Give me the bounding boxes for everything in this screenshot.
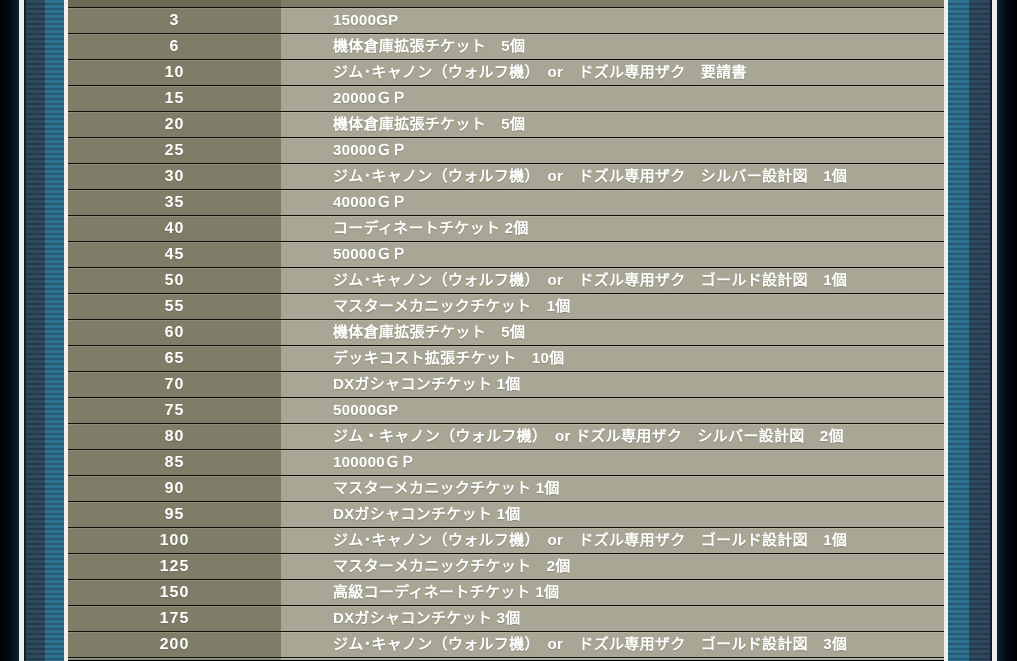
level-cell: 3: [68, 8, 281, 33]
level-cell: 90: [68, 476, 281, 501]
reward-cell: 20000ＧＰ: [281, 86, 944, 111]
frame-white-line-outer-left: [19, 0, 24, 661]
reward-table: 3 15000GP 6 機体倉庫拡張チケット 5個 10 ジム･キャノン（ウォル…: [68, 0, 944, 661]
table-row: 60 機体倉庫拡張チケット 5個: [68, 319, 944, 345]
table-row: 50 ジム･キャノン（ウォルフ機） or ドズル専用ザク ゴールド設計図 1個: [68, 267, 944, 293]
reward-cell: 15000GP: [281, 8, 944, 33]
table-row-clipped-top: [68, 0, 944, 7]
table-row-clipped-bottom: [68, 657, 944, 660]
level-cell: 30: [68, 164, 281, 189]
reward-cell: [281, 658, 944, 660]
reward-cell: DXガシャコンチケット 1個: [281, 502, 944, 527]
reward-cell: 機体倉庫拡張チケット 5個: [281, 112, 944, 137]
table-row: 90 マスターメカニックチケット 1個: [68, 475, 944, 501]
frame-dark-line-left: [24, 0, 26, 661]
frame-white-line-outer-right: [992, 0, 997, 661]
level-cell: 200: [68, 632, 281, 657]
reward-table-body: 3 15000GP 6 機体倉庫拡張チケット 5個 10 ジム･キャノン（ウォル…: [68, 7, 944, 657]
level-cell: 10: [68, 60, 281, 85]
level-cell: 70: [68, 372, 281, 397]
reward-cell: マスターメカニックチケット 1個: [281, 294, 944, 319]
reward-cell: ジム･キャノン（ウォルフ機） or ドズル専用ザク ゴールド設計図 1個: [281, 268, 944, 293]
level-cell: 35: [68, 190, 281, 215]
level-cell: 95: [68, 502, 281, 527]
table-row: 150 高級コーディネートチケット 1個: [68, 579, 944, 605]
reward-cell: ジム･キャノン（ウォルフ機） or ドズル専用ザク シルバー設計図 1個: [281, 164, 944, 189]
reward-cell: ジム・キャノン（ウォルフ機） or ドズル専用ザク シルバー設計図 2個: [281, 424, 944, 449]
level-cell: 50: [68, 268, 281, 293]
level-cell: [68, 0, 281, 7]
reward-cell: 30000ＧＰ: [281, 138, 944, 163]
table-row: 55 マスターメカニックチケット 1個: [68, 293, 944, 319]
reward-cell: ジム･キャノン（ウォルフ機） or ドズル専用ザク ゴールド設計図 1個: [281, 528, 944, 553]
page-edge-left: [0, 0, 19, 661]
table-row: 20 機体倉庫拡張チケット 5個: [68, 111, 944, 137]
frame-stripe-navy-left: [26, 0, 45, 661]
reward-cell: 40000ＧＰ: [281, 190, 944, 215]
table-row: 65 デッキコスト拡張チケット 10個: [68, 345, 944, 371]
table-row: 45 50000ＧＰ: [68, 241, 944, 267]
reward-cell: 100000ＧＰ: [281, 450, 944, 475]
frame-stripe-navy-right: [969, 0, 990, 661]
level-cell: 20: [68, 112, 281, 137]
table-row: 95 DXガシャコンチケット 1個: [68, 501, 944, 527]
reward-cell: コーディネートチケット 2個: [281, 216, 944, 241]
reward-cell: DXガシャコンチケット 1個: [281, 372, 944, 397]
table-row: 6 機体倉庫拡張チケット 5個: [68, 33, 944, 59]
level-cell: 75: [68, 398, 281, 423]
level-cell: [68, 658, 281, 660]
level-cell: 125: [68, 554, 281, 579]
table-row: 125 マスターメカニックチケット 2個: [68, 553, 944, 579]
frame-white-line-inner-left: [64, 0, 68, 661]
reward-cell: [281, 0, 944, 7]
frame-stripe-teal-left: [45, 0, 64, 661]
table-row: 30 ジム･キャノン（ウォルフ機） or ドズル専用ザク シルバー設計図 1個: [68, 163, 944, 189]
table-row: 85 100000ＧＰ: [68, 449, 944, 475]
table-row: 35 40000ＧＰ: [68, 189, 944, 215]
level-cell: 65: [68, 346, 281, 371]
table-row: 175 DXガシャコンチケット 3個: [68, 605, 944, 631]
table-row: 75 50000GP: [68, 397, 944, 423]
frame-stripe-teal-right: [948, 0, 969, 661]
table-row: 15 20000ＧＰ: [68, 85, 944, 111]
reward-cell: マスターメカニックチケット 2個: [281, 554, 944, 579]
frame-dark-line-right: [990, 0, 992, 661]
level-cell: 60: [68, 320, 281, 345]
level-cell: 45: [68, 242, 281, 267]
reward-cell: 50000ＧＰ: [281, 242, 944, 267]
reward-cell: 機体倉庫拡張チケット 5個: [281, 34, 944, 59]
table-row: 200 ジム･キャノン（ウォルフ機） or ドズル専用ザク ゴールド設計図 3個: [68, 631, 944, 657]
level-cell: 150: [68, 580, 281, 605]
reward-cell: 50000GP: [281, 398, 944, 423]
reward-cell: DXガシャコンチケット 3個: [281, 606, 944, 631]
level-cell: 55: [68, 294, 281, 319]
reward-cell: ジム･キャノン（ウォルフ機） or ドズル専用ザク ゴールド設計図 3個: [281, 632, 944, 657]
level-cell: 25: [68, 138, 281, 163]
page-edge-right: [997, 0, 1017, 661]
level-cell: 80: [68, 424, 281, 449]
reward-cell: 機体倉庫拡張チケット 5個: [281, 320, 944, 345]
frame-white-line-inner-right: [944, 0, 948, 661]
reward-cell: 高級コーディネートチケット 1個: [281, 580, 944, 605]
table-row: 40 コーディネートチケット 2個: [68, 215, 944, 241]
table-row: 25 30000ＧＰ: [68, 137, 944, 163]
level-cell: 100: [68, 528, 281, 553]
reward-cell: マスターメカニックチケット 1個: [281, 476, 944, 501]
level-cell: 15: [68, 86, 281, 111]
table-row: 80 ジム・キャノン（ウォルフ機） or ドズル専用ザク シルバー設計図 2個: [68, 423, 944, 449]
level-cell: 175: [68, 606, 281, 631]
table-row: 3 15000GP: [68, 7, 944, 33]
reward-cell: デッキコスト拡張チケット 10個: [281, 346, 944, 371]
level-cell: 40: [68, 216, 281, 241]
reward-cell: ジム･キャノン（ウォルフ機） or ドズル専用ザク 要請書: [281, 60, 944, 85]
level-cell: 85: [68, 450, 281, 475]
table-row: 70 DXガシャコンチケット 1個: [68, 371, 944, 397]
table-row: 10 ジム･キャノン（ウォルフ機） or ドズル専用ザク 要請書: [68, 59, 944, 85]
table-row: 100 ジム･キャノン（ウォルフ機） or ドズル専用ザク ゴールド設計図 1個: [68, 527, 944, 553]
level-cell: 6: [68, 34, 281, 59]
